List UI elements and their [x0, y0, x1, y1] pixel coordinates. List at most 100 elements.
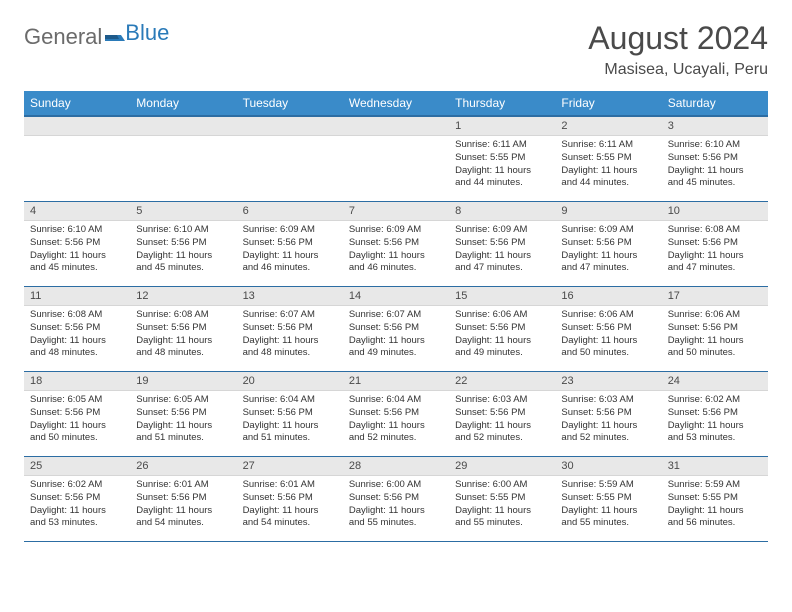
day-number: 21 — [343, 372, 449, 391]
day-number: 5 — [130, 202, 236, 221]
day-number: 28 — [343, 457, 449, 476]
day-content: Sunrise: 6:06 AMSunset: 5:56 PMDaylight:… — [555, 306, 661, 364]
calendar-row: 11Sunrise: 6:08 AMSunset: 5:56 PMDayligh… — [24, 287, 768, 372]
title-block: August 2024 Masisea, Ucayali, Peru — [588, 20, 768, 79]
calendar-cell: 15Sunrise: 6:06 AMSunset: 5:56 PMDayligh… — [449, 287, 555, 372]
day-content: Sunrise: 6:10 AMSunset: 5:56 PMDaylight:… — [24, 221, 130, 279]
day-number: 9 — [555, 202, 661, 221]
day-content: Sunrise: 6:08 AMSunset: 5:56 PMDaylight:… — [130, 306, 236, 364]
calendar-cell: 8Sunrise: 6:09 AMSunset: 5:56 PMDaylight… — [449, 202, 555, 287]
calendar-cell: 23Sunrise: 6:03 AMSunset: 5:56 PMDayligh… — [555, 372, 661, 457]
calendar-cell: 21Sunrise: 6:04 AMSunset: 5:56 PMDayligh… — [343, 372, 449, 457]
day-content: Sunrise: 6:09 AMSunset: 5:56 PMDaylight:… — [449, 221, 555, 279]
weekday-header-row: SundayMondayTuesdayWednesdayThursdayFrid… — [24, 91, 768, 116]
day-number: 3 — [662, 117, 768, 136]
day-content: Sunrise: 6:07 AMSunset: 5:56 PMDaylight:… — [237, 306, 343, 364]
day-number: 17 — [662, 287, 768, 306]
weekday-header: Tuesday — [237, 91, 343, 116]
day-number: 8 — [449, 202, 555, 221]
day-number: 22 — [449, 372, 555, 391]
day-number: 2 — [555, 117, 661, 136]
logo: General Blue — [24, 20, 169, 50]
day-content: Sunrise: 6:03 AMSunset: 5:56 PMDaylight:… — [449, 391, 555, 449]
calendar-cell: 22Sunrise: 6:03 AMSunset: 5:56 PMDayligh… — [449, 372, 555, 457]
calendar-cell: 12Sunrise: 6:08 AMSunset: 5:56 PMDayligh… — [130, 287, 236, 372]
day-content: Sunrise: 6:00 AMSunset: 5:56 PMDaylight:… — [343, 476, 449, 534]
calendar-cell: 17Sunrise: 6:06 AMSunset: 5:56 PMDayligh… — [662, 287, 768, 372]
calendar-row: 1Sunrise: 6:11 AMSunset: 5:55 PMDaylight… — [24, 116, 768, 202]
day-number: 13 — [237, 287, 343, 306]
calendar-cell — [237, 116, 343, 202]
calendar-body: 1Sunrise: 6:11 AMSunset: 5:55 PMDaylight… — [24, 116, 768, 542]
location: Masisea, Ucayali, Peru — [588, 61, 768, 79]
weekday-header: Sunday — [24, 91, 130, 116]
flag-icon — [105, 29, 125, 45]
calendar-cell: 1Sunrise: 6:11 AMSunset: 5:55 PMDaylight… — [449, 116, 555, 202]
weekday-header: Monday — [130, 91, 236, 116]
calendar-cell — [130, 116, 236, 202]
day-content: Sunrise: 6:09 AMSunset: 5:56 PMDaylight:… — [343, 221, 449, 279]
calendar-cell: 18Sunrise: 6:05 AMSunset: 5:56 PMDayligh… — [24, 372, 130, 457]
day-content: Sunrise: 6:05 AMSunset: 5:56 PMDaylight:… — [24, 391, 130, 449]
calendar-table: SundayMondayTuesdayWednesdayThursdayFrid… — [24, 91, 768, 542]
calendar-cell — [24, 116, 130, 202]
calendar-row: 18Sunrise: 6:05 AMSunset: 5:56 PMDayligh… — [24, 372, 768, 457]
calendar-cell — [343, 116, 449, 202]
day-content: Sunrise: 6:01 AMSunset: 5:56 PMDaylight:… — [237, 476, 343, 534]
calendar-cell: 9Sunrise: 6:09 AMSunset: 5:56 PMDaylight… — [555, 202, 661, 287]
calendar-cell: 30Sunrise: 5:59 AMSunset: 5:55 PMDayligh… — [555, 457, 661, 542]
calendar-row: 25Sunrise: 6:02 AMSunset: 5:56 PMDayligh… — [24, 457, 768, 542]
month-title: August 2024 — [588, 20, 768, 57]
day-number — [343, 117, 449, 136]
day-number — [24, 117, 130, 136]
calendar-cell: 27Sunrise: 6:01 AMSunset: 5:56 PMDayligh… — [237, 457, 343, 542]
day-number: 1 — [449, 117, 555, 136]
day-content: Sunrise: 6:10 AMSunset: 5:56 PMDaylight:… — [130, 221, 236, 279]
calendar-cell: 31Sunrise: 5:59 AMSunset: 5:55 PMDayligh… — [662, 457, 768, 542]
day-number: 30 — [555, 457, 661, 476]
day-number: 24 — [662, 372, 768, 391]
weekday-header: Thursday — [449, 91, 555, 116]
calendar-cell: 7Sunrise: 6:09 AMSunset: 5:56 PMDaylight… — [343, 202, 449, 287]
day-number: 26 — [130, 457, 236, 476]
day-content: Sunrise: 6:04 AMSunset: 5:56 PMDaylight:… — [343, 391, 449, 449]
day-content: Sunrise: 6:00 AMSunset: 5:55 PMDaylight:… — [449, 476, 555, 534]
day-content: Sunrise: 6:04 AMSunset: 5:56 PMDaylight:… — [237, 391, 343, 449]
day-content: Sunrise: 6:11 AMSunset: 5:55 PMDaylight:… — [555, 136, 661, 194]
day-content: Sunrise: 6:03 AMSunset: 5:56 PMDaylight:… — [555, 391, 661, 449]
calendar-cell: 19Sunrise: 6:05 AMSunset: 5:56 PMDayligh… — [130, 372, 236, 457]
calendar-cell: 3Sunrise: 6:10 AMSunset: 5:56 PMDaylight… — [662, 116, 768, 202]
day-number: 29 — [449, 457, 555, 476]
calendar-cell: 2Sunrise: 6:11 AMSunset: 5:55 PMDaylight… — [555, 116, 661, 202]
day-content: Sunrise: 6:02 AMSunset: 5:56 PMDaylight:… — [24, 476, 130, 534]
day-number: 12 — [130, 287, 236, 306]
day-content: Sunrise: 6:10 AMSunset: 5:56 PMDaylight:… — [662, 136, 768, 194]
day-content: Sunrise: 6:06 AMSunset: 5:56 PMDaylight:… — [662, 306, 768, 364]
day-number: 20 — [237, 372, 343, 391]
day-content: Sunrise: 6:02 AMSunset: 5:56 PMDaylight:… — [662, 391, 768, 449]
calendar-cell: 20Sunrise: 6:04 AMSunset: 5:56 PMDayligh… — [237, 372, 343, 457]
calendar-cell: 4Sunrise: 6:10 AMSunset: 5:56 PMDaylight… — [24, 202, 130, 287]
weekday-header: Friday — [555, 91, 661, 116]
day-content: Sunrise: 6:08 AMSunset: 5:56 PMDaylight:… — [662, 221, 768, 279]
day-number: 23 — [555, 372, 661, 391]
day-number: 4 — [24, 202, 130, 221]
day-content: Sunrise: 6:11 AMSunset: 5:55 PMDaylight:… — [449, 136, 555, 194]
day-content: Sunrise: 6:01 AMSunset: 5:56 PMDaylight:… — [130, 476, 236, 534]
day-content: Sunrise: 5:59 AMSunset: 5:55 PMDaylight:… — [662, 476, 768, 534]
weekday-header: Saturday — [662, 91, 768, 116]
calendar-cell: 26Sunrise: 6:01 AMSunset: 5:56 PMDayligh… — [130, 457, 236, 542]
day-content: Sunrise: 6:08 AMSunset: 5:56 PMDaylight:… — [24, 306, 130, 364]
day-number — [237, 117, 343, 136]
calendar-cell: 28Sunrise: 6:00 AMSunset: 5:56 PMDayligh… — [343, 457, 449, 542]
day-content: Sunrise: 6:06 AMSunset: 5:56 PMDaylight:… — [449, 306, 555, 364]
header: General Blue August 2024 Masisea, Ucayal… — [24, 20, 768, 79]
logo-text-1: General — [24, 24, 102, 50]
day-number: 19 — [130, 372, 236, 391]
day-content: Sunrise: 6:07 AMSunset: 5:56 PMDaylight:… — [343, 306, 449, 364]
day-number: 11 — [24, 287, 130, 306]
day-number: 31 — [662, 457, 768, 476]
day-number: 7 — [343, 202, 449, 221]
day-number: 10 — [662, 202, 768, 221]
calendar-cell: 13Sunrise: 6:07 AMSunset: 5:56 PMDayligh… — [237, 287, 343, 372]
